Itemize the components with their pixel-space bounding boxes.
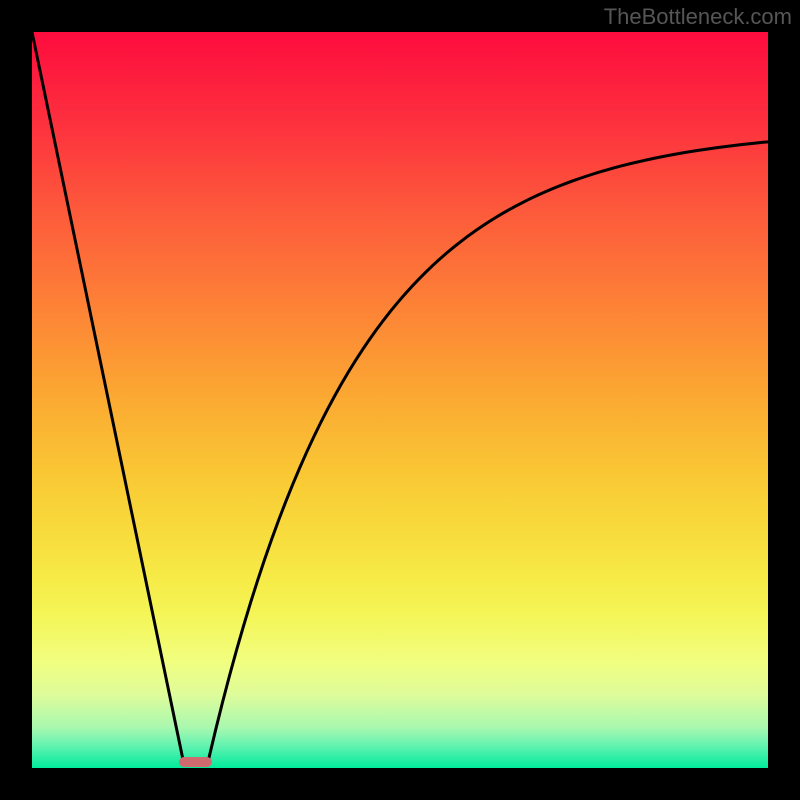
chart-container: TheBottleneck.com [0, 0, 800, 800]
bottleneck-curve [32, 32, 768, 768]
plot-area [32, 32, 768, 768]
curve-path [32, 32, 768, 759]
optimal-range-marker [179, 757, 212, 767]
watermark-text: TheBottleneck.com [604, 4, 792, 30]
